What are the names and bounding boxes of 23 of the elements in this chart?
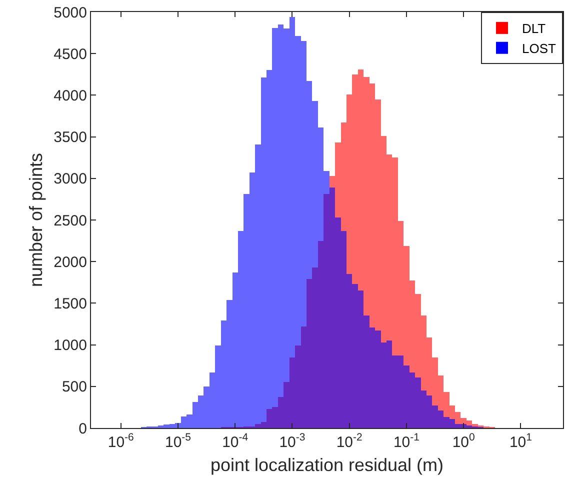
y-tick-label: 1500 bbox=[54, 295, 87, 312]
y-tick-label: 5000 bbox=[54, 4, 87, 22]
x-tick-label: 10$^{-4}$ bbox=[222, 432, 248, 451]
y-tick-label: 3000 bbox=[54, 170, 87, 188]
x-tick-label: 10$^{1}$ bbox=[509, 432, 532, 451]
x-tick-label: 10$^{-5}$ bbox=[164, 432, 192, 451]
y-tick-label: 0 bbox=[78, 420, 87, 438]
y-tick-label: 500 bbox=[62, 378, 87, 396]
y-tick-label: 3500 bbox=[54, 129, 87, 146]
x-axis-title: point localization residual (m) bbox=[210, 455, 444, 476]
legend-label: LOST bbox=[522, 40, 556, 56]
x-tick-label: 10$^{-1}$ bbox=[393, 432, 420, 451]
y-tick-label: 2500 bbox=[54, 212, 87, 230]
x-tick-label: 10$^{-6}$ bbox=[108, 432, 134, 451]
y-tick-label: 4000 bbox=[54, 87, 87, 104]
y-tick-label: 1000 bbox=[54, 337, 87, 354]
y-tick-label: 2000 bbox=[54, 254, 87, 271]
x-tick-label: 10$^{-2}$ bbox=[336, 432, 363, 451]
x-tick-label: 10$^{-3}$ bbox=[279, 432, 306, 451]
x-tick-label: 10$^{0}$ bbox=[452, 432, 476, 451]
legend-label: DLT bbox=[522, 21, 546, 36]
y-tick-label: 4500 bbox=[54, 46, 87, 63]
y-axis-title: number of points bbox=[26, 152, 46, 288]
